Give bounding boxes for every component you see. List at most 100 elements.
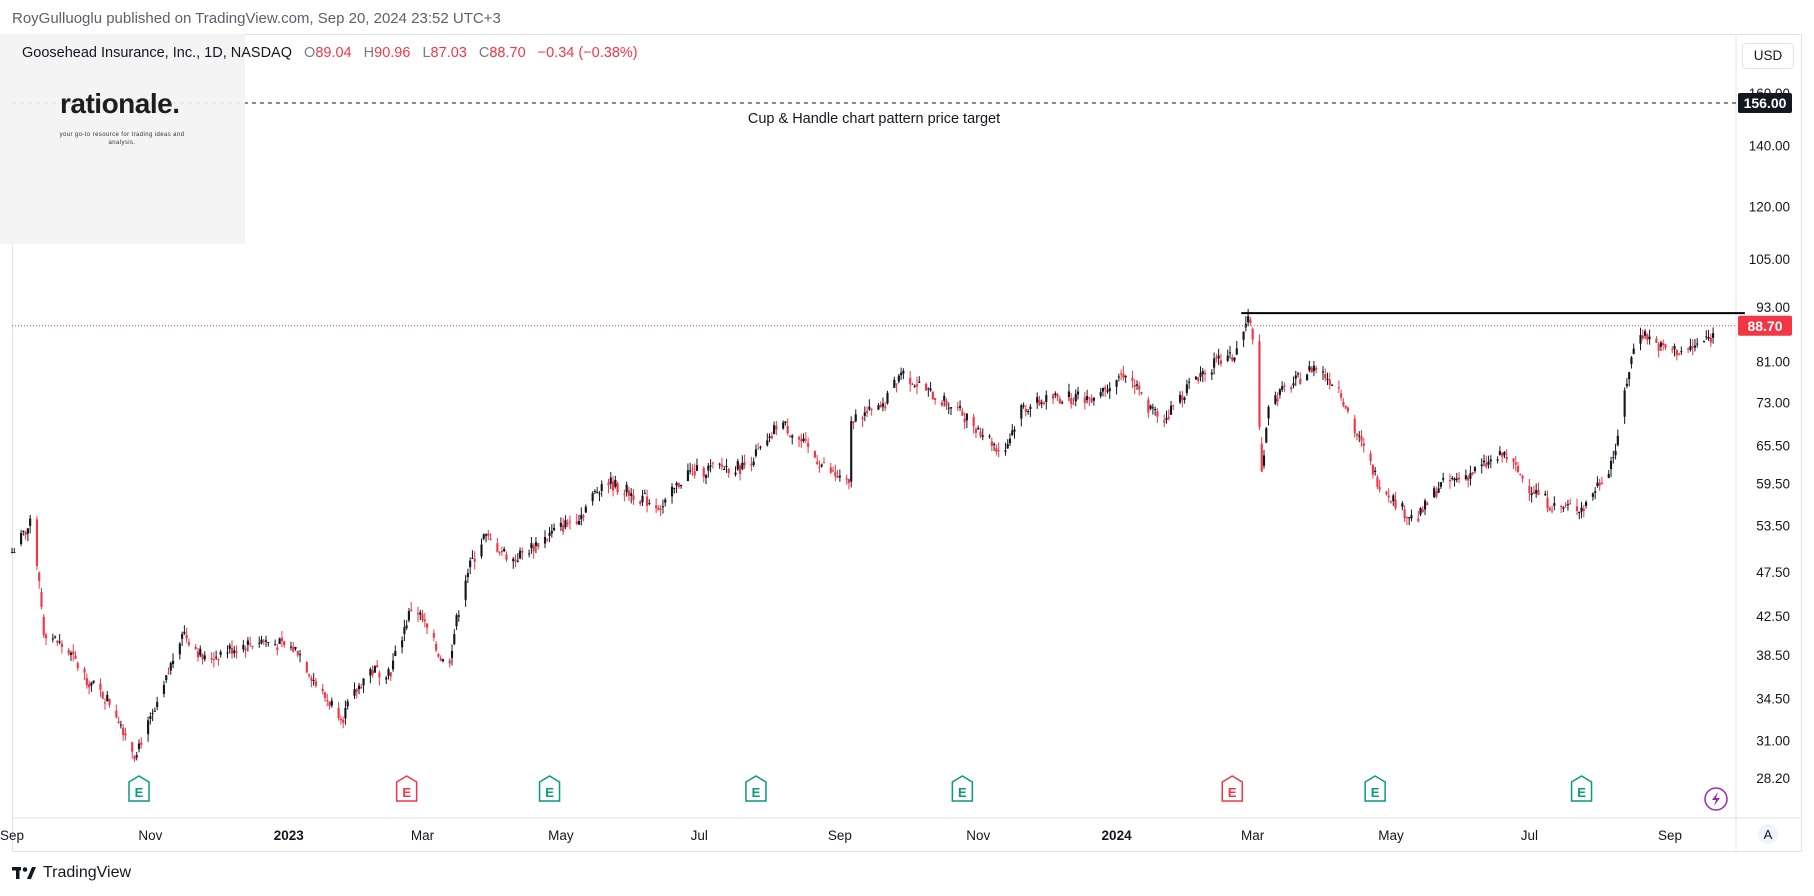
chart-frame[interactable] [12, 34, 1802, 852]
candle-body-8 [38, 572, 41, 581]
candle-body-500 [1598, 482, 1601, 486]
footer-brand[interactable]: TradingView [12, 864, 131, 882]
candle-body-424 [1358, 435, 1361, 437]
candle-body-534 [1707, 337, 1710, 339]
candle-body-301 [965, 413, 968, 421]
ohlc-low-label: L [422, 45, 431, 61]
candle-body-67 [226, 652, 229, 654]
candle-body-371 [1188, 381, 1191, 383]
x-tick-label-0: Sep [0, 828, 24, 843]
target-caption: Cup & Handle chart pattern price target [748, 111, 1000, 127]
candle-body-535 [1709, 337, 1712, 343]
candle-body-427 [1369, 453, 1372, 461]
candle-body-503 [1609, 460, 1613, 470]
y-tick-label-14: 31.00 [1756, 734, 1790, 749]
candle-body-399 [1278, 389, 1281, 395]
x-tick-label-9: Mar [1241, 828, 1265, 843]
candle-body-4 [24, 531, 27, 536]
candle-body-163 [530, 543, 533, 549]
auto-scale-button[interactable]: A [1764, 827, 1773, 842]
candle-body-19 [72, 651, 75, 655]
candle-body-490 [1566, 504, 1570, 506]
candle-body-417 [1337, 387, 1340, 389]
candle-body-480 [1535, 489, 1538, 494]
candle-body-430 [1376, 477, 1379, 487]
candle-body-451 [1442, 478, 1445, 480]
target-price-tag [1738, 92, 1792, 113]
candle-body-203 [657, 507, 660, 511]
candle-body-513 [1641, 335, 1644, 339]
candle-body-328 [1054, 393, 1057, 396]
candle-body-281 [902, 370, 905, 374]
candle-body-87 [289, 646, 293, 648]
candle-body-245 [788, 435, 792, 437]
candle-body-332 [1067, 391, 1071, 398]
candle-body-506 [1616, 435, 1619, 446]
candle-body-29 [103, 702, 107, 704]
candle-body-149 [484, 534, 488, 536]
earnings-marker-label-6: E [1371, 785, 1380, 800]
tradingview-logo-icon [12, 867, 36, 879]
candle-body-243 [784, 421, 787, 423]
candle-body-292 [940, 402, 944, 406]
candle-body-442 [1417, 518, 1420, 522]
candle-body-141 [457, 615, 460, 617]
candle-body-335 [1074, 394, 1077, 402]
candle-body-206 [664, 499, 667, 503]
candle-body-406 [1299, 378, 1302, 385]
candle-body-305 [979, 431, 982, 437]
candle-body-261 [838, 475, 841, 478]
candle-body-71 [235, 651, 238, 653]
candle-body-110 [360, 686, 363, 689]
candle-body-479 [1532, 491, 1535, 494]
candle-body-516 [1648, 336, 1651, 340]
candle-body-435 [1392, 495, 1395, 502]
candle-body-262 [845, 478, 848, 480]
candle-body-214 [691, 468, 694, 470]
last-price-label: 88.70 [1747, 318, 1782, 334]
candle-body-532 [1702, 340, 1706, 342]
candle-body-159 [516, 560, 519, 562]
candle-body-410 [1312, 365, 1315, 372]
candle-body-428 [1371, 464, 1374, 475]
candle-body-474 [1516, 466, 1520, 472]
candle-body-108 [355, 689, 358, 693]
candle-body-175 [566, 522, 569, 524]
candle-body-330 [1058, 398, 1061, 404]
candle-body-320 [1027, 411, 1030, 413]
candle-body-482 [1544, 493, 1547, 496]
candle-body-136 [441, 659, 445, 662]
candle-body-113 [371, 670, 374, 675]
candle-body-160 [518, 550, 522, 559]
candle-body-205 [661, 506, 665, 508]
footer-brand-label: TradingView [43, 864, 132, 881]
candle-body-360 [1154, 409, 1157, 411]
candle-body-470 [1503, 452, 1506, 456]
ohlc-high: 90.96 [374, 45, 411, 61]
candle-body-521 [1664, 344, 1667, 348]
candle-body-304 [977, 427, 980, 430]
candle-body-144 [469, 560, 472, 568]
symbol-name[interactable]: Goosehead Insurance, Inc., 1D, NASDAQ [22, 45, 292, 61]
candle-body-270 [868, 406, 871, 410]
candle-body-529 [1691, 346, 1694, 348]
candle-body-385 [1233, 357, 1236, 361]
candle-body-469 [1501, 452, 1504, 457]
candle-body-216 [695, 465, 699, 471]
candle-body-193 [625, 484, 628, 493]
earnings-marker-0 [128, 775, 150, 802]
candle-body-462 [1480, 464, 1483, 466]
candle-body-88 [292, 646, 295, 652]
candle-body-486 [1553, 503, 1556, 506]
candle-body-13 [54, 636, 57, 638]
candle-body-277 [893, 379, 896, 388]
candle-body-367 [1179, 394, 1182, 403]
candle-body-89 [294, 646, 297, 649]
currency-button[interactable]: USD [1742, 43, 1794, 69]
candle-body-256 [822, 462, 826, 464]
candle-body-166 [537, 543, 540, 548]
x-tick-label-12: Sep [1658, 828, 1682, 843]
candle-body-138 [450, 650, 454, 658]
candle-body-77 [258, 642, 261, 644]
